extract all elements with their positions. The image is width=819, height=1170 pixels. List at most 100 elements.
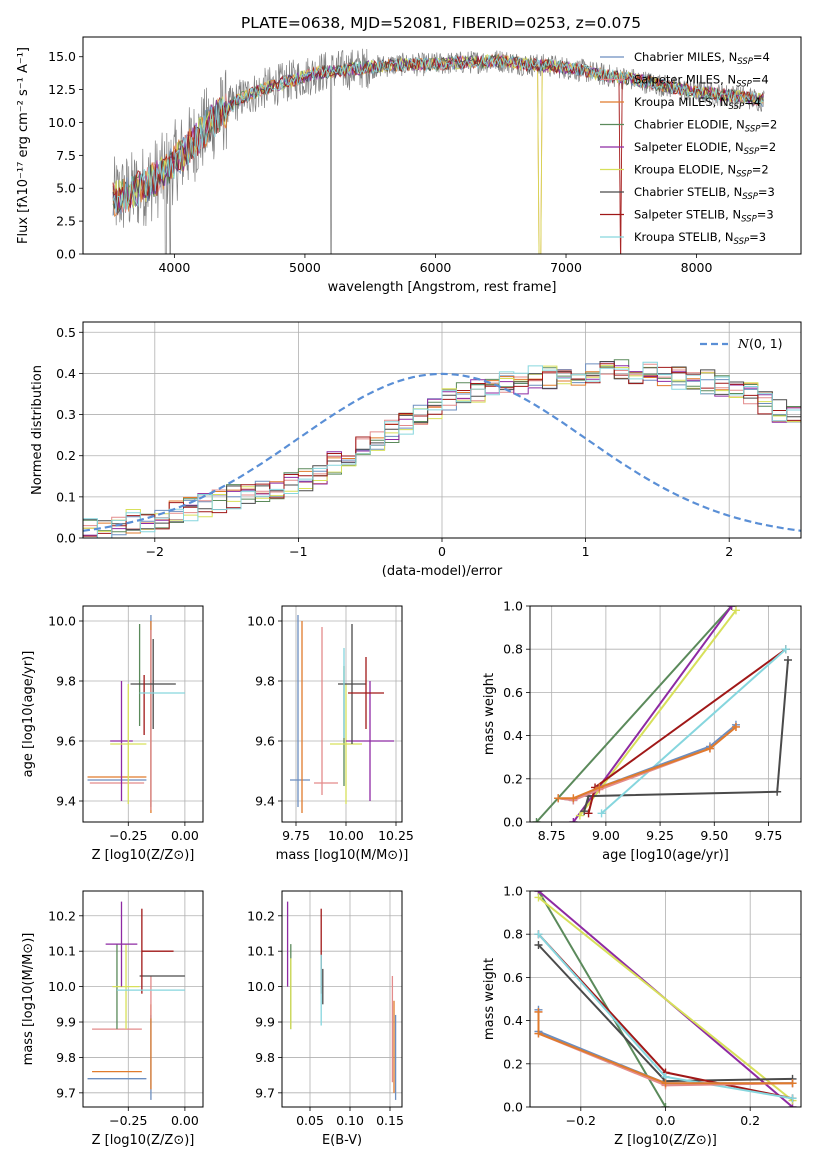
model-spectrum (112, 54, 764, 213)
mass-weight-marker (727, 606, 736, 610)
mass-weight-line (558, 724, 737, 802)
axes-frame (82, 605, 204, 823)
figure-title: PLATE=0638, MJD=52081, FIBERID=0253, z=0… (241, 14, 641, 32)
x-tick-label: −0.2 (566, 1113, 596, 1128)
x-tick-label: −2 (146, 544, 164, 559)
mass-weight-line (583, 659, 789, 812)
x-axis-label: Z [log10(Z/Z⊙)] (92, 848, 195, 863)
legend-label: Kroupa MILES, N (634, 95, 729, 109)
axes: 4000 5000 6000 7000 8000 0.0 2.5 5.0 7.5 10.0 12.5… (16, 36, 802, 295)
y-tick-label: 9.4 (56, 794, 76, 809)
y-tick-label: 2.5 (56, 214, 76, 229)
legend-entry: N(0, 1) (737, 336, 783, 351)
legend-label: Chabrier ELODIE, N (634, 118, 745, 132)
y-tick-label: 0.0 (56, 531, 76, 546)
mass-weight-line (537, 891, 667, 1107)
legend-label: Kroupa STELIB, N (634, 230, 734, 244)
plot-area (112, 48, 765, 254)
legend-entry: Salpeter STELIB, NSSP=3 (634, 208, 774, 225)
z-vs-mass-panel: −0.25 0.00 9.7 9.8 9.9 10.0 10.1 10.2 Z [log10(Z… (21, 890, 204, 1148)
grid-lines (282, 606, 402, 822)
legend-value: =2 (759, 140, 776, 154)
x-tick-label: 10.00 (328, 828, 364, 843)
legend-entry: Kroupa MILES, NSSP=4 (634, 95, 761, 112)
legend-sub: SSP (741, 215, 757, 225)
y-tick-label: 0.2 (56, 448, 76, 463)
residual-histogram (83, 363, 801, 537)
plot-area (286, 901, 397, 1100)
legend-label: (0, 1) (749, 336, 783, 351)
mass-weight-marker (534, 941, 543, 949)
axes-frame (529, 605, 802, 823)
y-tick-label: 0.2 (503, 1056, 523, 1071)
x-tick-label: −0.25 (109, 1113, 147, 1128)
y-tick-label: 10.1 (48, 944, 76, 959)
x-tick-label: 0.2 (740, 1113, 760, 1128)
mass-weight-line (558, 726, 737, 800)
x-tick-label: 8.75 (538, 828, 566, 843)
spectrum-panel: 4000 5000 6000 7000 8000 0.0 2.5 5.0 7.5 10.0 12.5… (16, 36, 802, 295)
mass-weight-marker (773, 787, 782, 796)
y-tick-label: 9.4 (255, 794, 275, 809)
x-axis-label: wavelength [Angstrom, rest frame] (328, 280, 557, 295)
y-tick-label: 9.9 (255, 1015, 275, 1030)
y-axis-label: mass weight (482, 673, 497, 755)
mass-weight-line (579, 609, 737, 817)
x-tick-label: 5000 (289, 260, 321, 275)
y-tick-label: 10.0 (48, 614, 76, 629)
axes-frame (82, 890, 204, 1108)
y-tick-label: 15.0 (48, 49, 76, 64)
y-tick-label: 0.5 (56, 325, 76, 340)
mass-weight-line (558, 726, 737, 802)
plot-area (87, 615, 185, 813)
mass-weight-marker (584, 809, 593, 818)
y-axis-label: Flux [fλ10⁻¹⁷ erg cm⁻² s⁻¹ A⁻¹] (16, 47, 31, 244)
legend-value: =2 (760, 118, 777, 132)
legend-sub: SSP (745, 125, 761, 135)
x-tick-label: 9.25 (646, 828, 674, 843)
mass-weight-marker (532, 818, 541, 822)
mass-weight-marker (788, 1094, 797, 1103)
axes: 8.75 9.00 9.25 9.50 9.75 0.0 0.2 0.4 0.6 0.8 1.0 ag… (482, 599, 802, 863)
x-tick-label: 9.50 (700, 828, 728, 843)
legend-symbol: N (737, 336, 750, 351)
z-vs-age-panel: −0.25 0.00 9.4 9.6 9.8 10.0 Z [log10(Z/Z⊙)] age… (21, 605, 204, 863)
x-tick-label: 10.25 (378, 828, 414, 843)
mass-weight-marker (580, 807, 589, 816)
y-tick-label: 0.8 (503, 927, 523, 942)
legend-entry: Kroupa STELIB, NSSP=3 (634, 230, 766, 247)
y-tick-label: 9.8 (255, 1050, 275, 1065)
x-tick-label: 2 (725, 544, 733, 559)
y-tick-label: 0.4 (56, 366, 76, 381)
legend-sub: SSP (742, 192, 758, 202)
residuals-panel: −2 −1 0 1 2 0.0 0.1 0.2 0.3 0.4 0.5 (data-model)/er… (30, 321, 802, 579)
x-axis-label: age [log10(age/yr)] (602, 848, 729, 863)
y-tick-label: 9.8 (255, 674, 275, 689)
x-axis-label: Z [log10(Z/Z⊙)] (614, 1133, 717, 1148)
mass-weight-marker (554, 794, 563, 803)
x-axis-label: Z [log10(Z/Z⊙)] (92, 1133, 195, 1148)
mass-weight-marker (534, 893, 543, 902)
mass-weight-marker (597, 809, 606, 818)
legend-label: Salpeter STELIB, N (634, 208, 741, 222)
x-axis-label: E(B-V) (322, 1133, 362, 1148)
axes-frame (529, 890, 802, 1108)
y-axis-label: mass weight (482, 958, 497, 1040)
y-axis-label: mass [log10(M/M⊙)] (21, 933, 36, 1066)
model-spectrum (112, 53, 764, 212)
y-axis-label: age [log10(age/yr)] (21, 651, 36, 778)
legend-sub: SSP (737, 57, 753, 67)
axes: 9.75 10.00 10.25 9.4 9.6 9.8 10.0 mass [log10(M… (247, 605, 414, 863)
plot-area (290, 615, 394, 813)
x-tick-label: 9.00 (592, 828, 620, 843)
axes-frame (82, 321, 802, 539)
y-tick-label: 0.6 (503, 685, 523, 700)
x-axis-label: (data-model)/error (382, 564, 503, 579)
legend-value: =4 (752, 73, 769, 87)
mass-weight-marker (595, 783, 604, 792)
axes: −0.2 0.0 0.2 0.0 0.2 0.4 0.6 0.8 1.0 Z [log10(Z/Z… (482, 884, 802, 1148)
x-tick-label: 7000 (550, 260, 582, 275)
y-tick-label: 0.3 (56, 407, 76, 422)
y-tick-label: 0.0 (503, 815, 523, 830)
